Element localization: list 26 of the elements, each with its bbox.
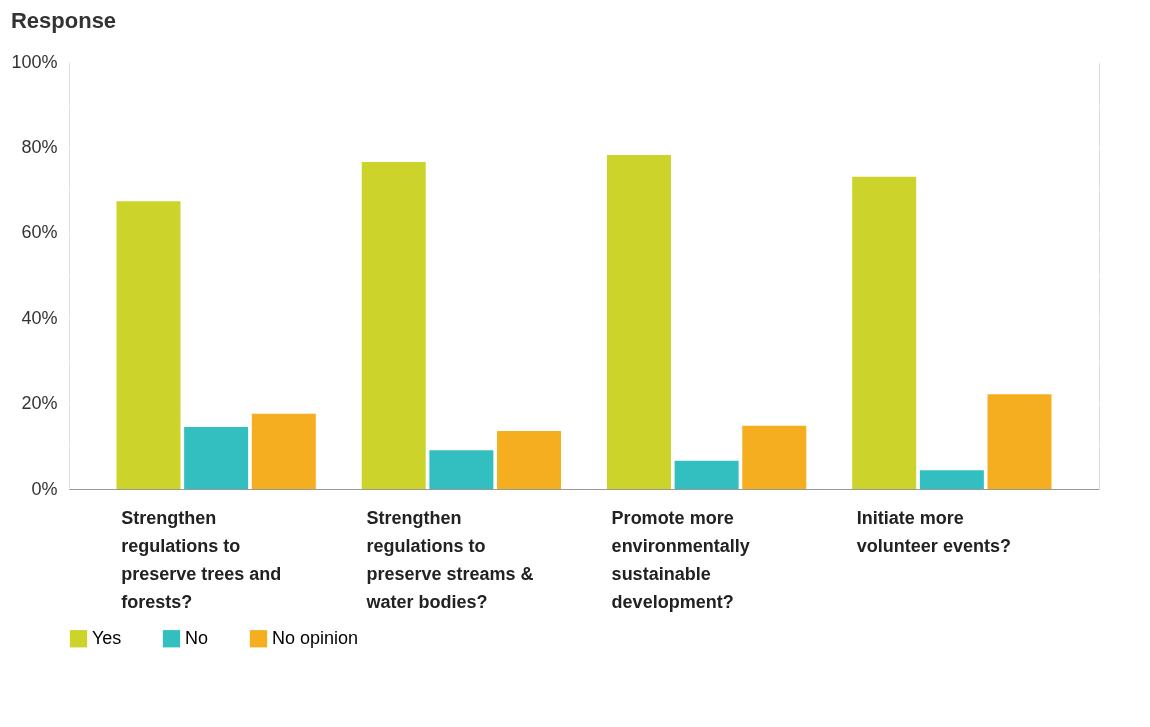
bar	[919, 470, 984, 489]
bar	[361, 161, 426, 489]
bar	[429, 450, 494, 489]
x-tick-label: Strengthen regulations to preserve trees and forests?	[121, 507, 282, 612]
bar	[987, 394, 1052, 489]
bar	[116, 201, 181, 489]
legend-label: No	[185, 627, 209, 648]
bar	[606, 155, 671, 489]
legend-label: Yes	[92, 627, 122, 648]
y-tick-label: 100%	[11, 51, 58, 72]
bar	[852, 176, 917, 489]
y-tick-label: 60%	[21, 222, 58, 243]
x-tick-label: Promote more environmentally sustainable development?	[611, 507, 750, 612]
chart-title: Response	[10, 8, 117, 33]
x-tick-label: Initiate more volunteer events?	[856, 507, 1011, 556]
y-tick-label: 0%	[31, 478, 58, 499]
legend-label: No opinion	[272, 627, 359, 648]
bar	[497, 430, 562, 489]
bar	[251, 413, 316, 489]
y-tick-label: 40%	[21, 307, 58, 328]
y-tick-label: 20%	[21, 393, 58, 414]
bar	[742, 425, 807, 489]
bar	[184, 427, 249, 489]
bar	[674, 460, 739, 489]
y-tick-label: 80%	[21, 136, 58, 157]
x-tick-label: Strengthen regulations to preserve streams & water bodies?	[365, 507, 534, 612]
